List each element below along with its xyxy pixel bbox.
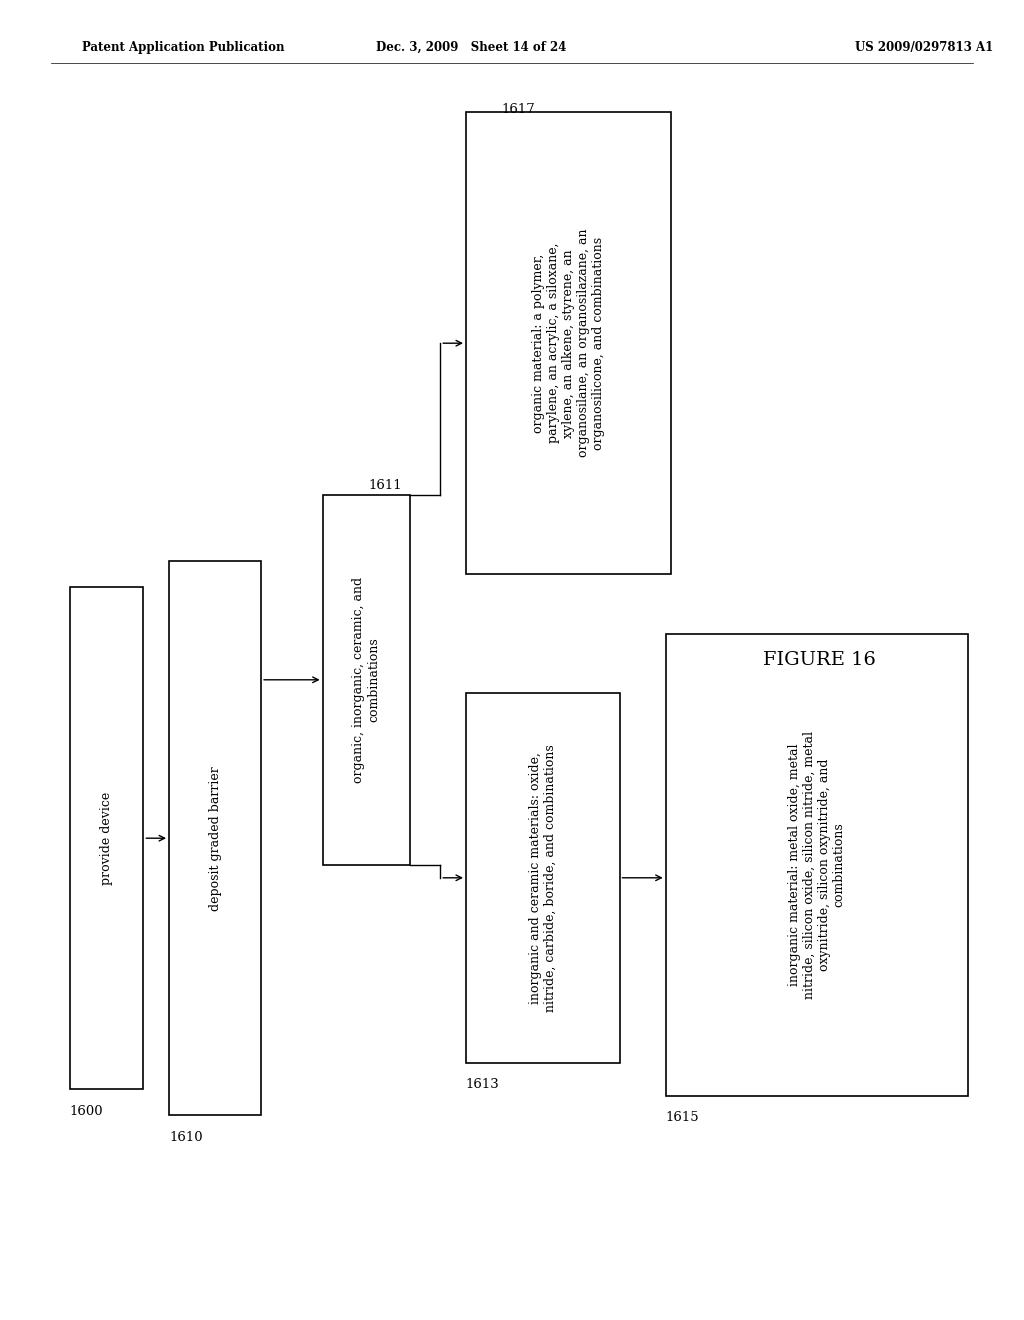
Text: provide device: provide device	[100, 792, 113, 884]
Text: Dec. 3, 2009   Sheet 14 of 24: Dec. 3, 2009 Sheet 14 of 24	[376, 41, 566, 54]
Bar	[466, 693, 620, 1063]
Text: 1610: 1610	[169, 1131, 203, 1144]
Text: 1613: 1613	[466, 1078, 500, 1092]
Text: inorganic material: metal oxide, metal
nitride, silicon oxide, silicon nitride, : inorganic material: metal oxide, metal n…	[787, 730, 846, 999]
Text: organic, inorganic, ceramic, and
combinations: organic, inorganic, ceramic, and combina…	[352, 577, 380, 783]
Text: 1600: 1600	[70, 1105, 103, 1118]
Bar	[666, 634, 968, 1096]
Text: inorganic and ceramic materials: oxide,
nitride, carbide, boride, and combinatio: inorganic and ceramic materials: oxide, …	[528, 744, 557, 1011]
Bar	[466, 112, 671, 574]
Text: US 2009/0297813 A1: US 2009/0297813 A1	[855, 41, 993, 54]
Text: organic material: a polymer,
parylene, an acrylic, a siloxane,
xylene, an alkene: organic material: a polymer, parylene, a…	[531, 228, 605, 458]
Text: 1615: 1615	[666, 1111, 699, 1125]
Text: Patent Application Publication: Patent Application Publication	[82, 41, 285, 54]
Text: deposit graded barrier: deposit graded barrier	[209, 766, 221, 911]
Text: FIGURE 16: FIGURE 16	[763, 651, 876, 669]
Text: 1617: 1617	[502, 103, 536, 116]
Text: 1611: 1611	[369, 479, 402, 492]
Bar	[169, 561, 261, 1115]
Bar	[323, 495, 410, 865]
Bar	[70, 587, 143, 1089]
